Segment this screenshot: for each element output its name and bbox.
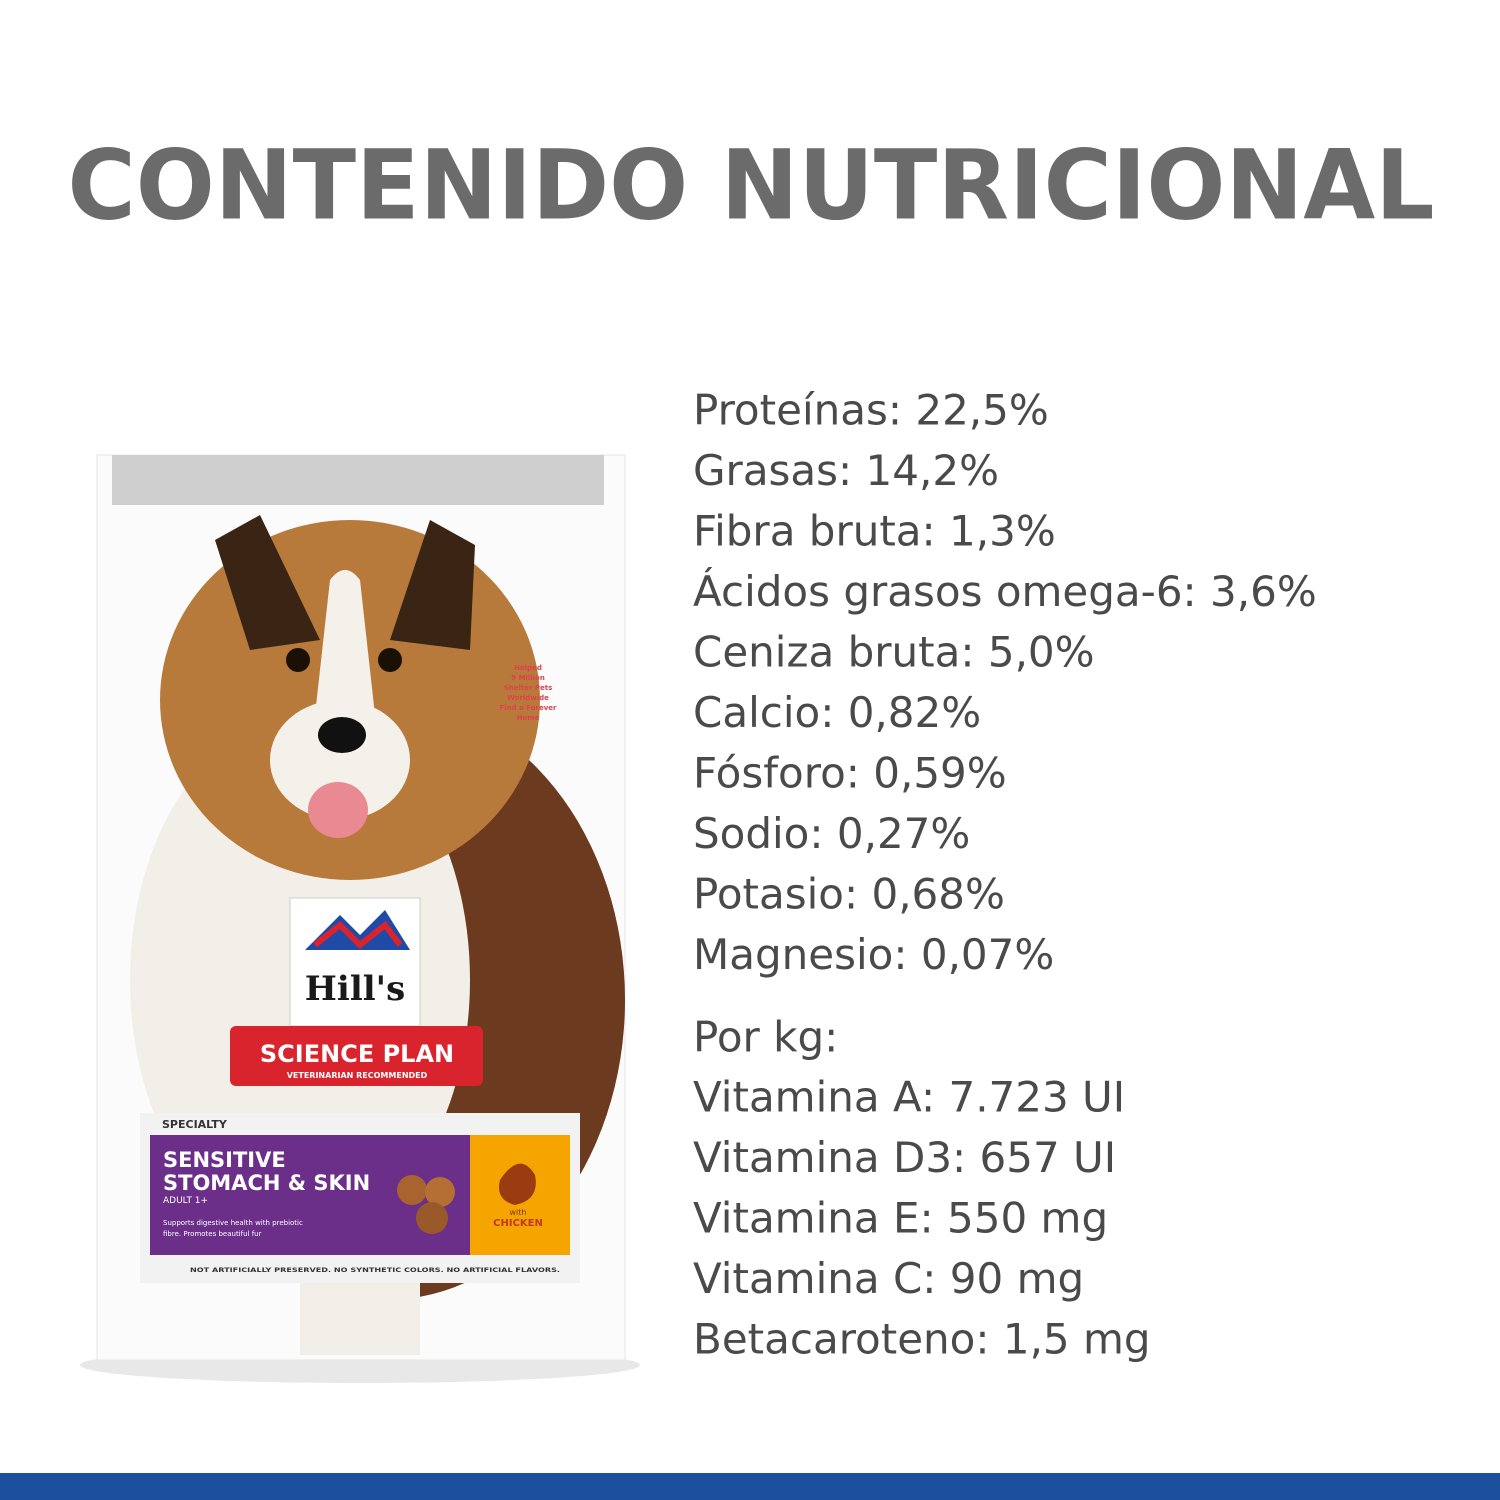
shelter-badge: Helped 9 Million Shelter Pets Worldwide Find… <box>499 664 557 722</box>
nutrient: Fósforo: 0,59% <box>693 749 1007 798</box>
nutrient: Magnesio: 0,07% <box>693 930 1054 979</box>
shelter-text: Find a Forever <box>499 704 557 712</box>
nutrient-list: Proteínas: 22,5% Grasas: 14,2% Fibra bruta… <box>693 386 1317 980</box>
package-footer: NOT ARTIFICIALLY PRESERVED. NO SYNTHETIC… <box>190 1266 560 1274</box>
flavor: with <box>510 1208 527 1217</box>
vitamin: Vitamina E: 550 mg <box>693 1194 1108 1243</box>
nutrient: Ceniza bruta: 5,0% <box>693 628 1095 677</box>
shelter-text: Helped <box>514 664 542 672</box>
shelter-text: Worldwide <box>507 694 549 702</box>
product-line: SCIENCE PLAN <box>260 1040 454 1068</box>
vitamin: Vitamina A: 7.723 UI <box>693 1073 1125 1122</box>
nutrient: Fibra bruta: 1,3% <box>693 507 1056 556</box>
product-name: SENSITIVE <box>163 1148 286 1172</box>
nutrient: Proteínas: 22,5% <box>693 386 1049 435</box>
category: SPECIALTY <box>162 1118 228 1131</box>
vitamin-list: Vitamina A: 7.723 UI Vitamina D3: 657 UI V… <box>693 1073 1151 1364</box>
flavor: CHICKEN <box>493 1218 543 1229</box>
nutrient: Potasio: 0,68% <box>693 870 1005 919</box>
title: CONTENIDO NUTRICIONAL <box>68 129 1435 241</box>
brand: Hill's <box>305 969 405 1009</box>
nutrient: Sodio: 0,27% <box>693 809 970 858</box>
claim: fibre. Promotes beautiful fur <box>163 1230 262 1238</box>
vitamin: Vitamina C: 90 mg <box>693 1254 1084 1303</box>
age: ADULT 1+ <box>163 1196 208 1206</box>
shelter-text: 9 Million <box>511 674 545 682</box>
product-name: STOMACH & SKIN <box>163 1171 370 1195</box>
product-package: Hill's SCIENCE PLAN VETERINARIAN RECOMME… <box>80 454 640 1383</box>
bottom-bar <box>0 1473 1500 1500</box>
vitamin: Vitamina D3: 657 UI <box>693 1133 1116 1182</box>
nutrient: Calcio: 0,82% <box>693 688 981 737</box>
tagline: VETERINARIAN RECOMMENDED <box>287 1071 428 1080</box>
shelter-text: Shelter Pets <box>504 684 553 692</box>
shelter-text: Home <box>517 714 540 722</box>
claim: Supports digestive health with prebiotic <box>163 1219 303 1227</box>
nutrient: Ácidos grasos omega-6: 3,6% <box>693 566 1317 616</box>
vitamin: Betacaroteno: 1,5 mg <box>693 1315 1151 1364</box>
nutrient: Grasas: 14,2% <box>693 446 999 495</box>
per-kg-heading: Por kg: <box>693 1013 838 1062</box>
